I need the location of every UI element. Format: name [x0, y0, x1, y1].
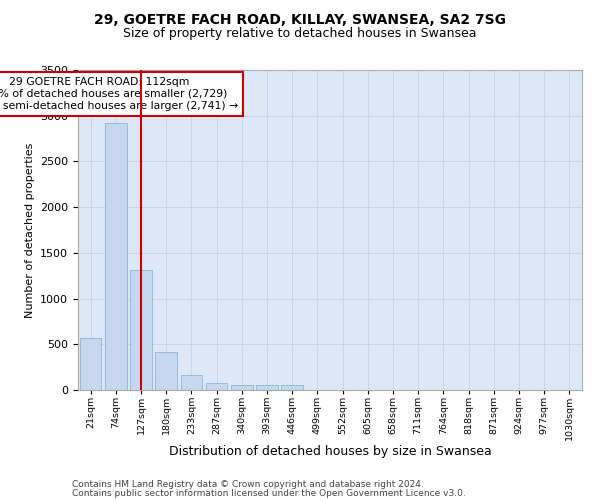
Text: 29 GOETRE FACH ROAD: 112sqm
← 50% of detached houses are smaller (2,729)
50% of : 29 GOETRE FACH ROAD: 112sqm ← 50% of det… [0, 78, 238, 110]
Bar [231, 385, 253, 390]
Bar [181, 375, 202, 390]
Y-axis label: Number of detached properties: Number of detached properties [25, 142, 35, 318]
Bar [256, 385, 278, 390]
Bar [130, 270, 152, 390]
Bar [105, 123, 127, 390]
Bar [155, 352, 177, 390]
Text: 29, GOETRE FACH ROAD, KILLAY, SWANSEA, SA2 7SG: 29, GOETRE FACH ROAD, KILLAY, SWANSEA, S… [94, 12, 506, 26]
Bar [206, 383, 227, 390]
Bar [80, 338, 101, 390]
Text: Contains public sector information licensed under the Open Government Licence v3: Contains public sector information licen… [72, 488, 466, 498]
Bar [281, 386, 303, 390]
Text: Size of property relative to detached houses in Swansea: Size of property relative to detached ho… [123, 28, 477, 40]
Text: Contains HM Land Registry data © Crown copyright and database right 2024.: Contains HM Land Registry data © Crown c… [72, 480, 424, 489]
X-axis label: Distribution of detached houses by size in Swansea: Distribution of detached houses by size … [169, 446, 491, 458]
